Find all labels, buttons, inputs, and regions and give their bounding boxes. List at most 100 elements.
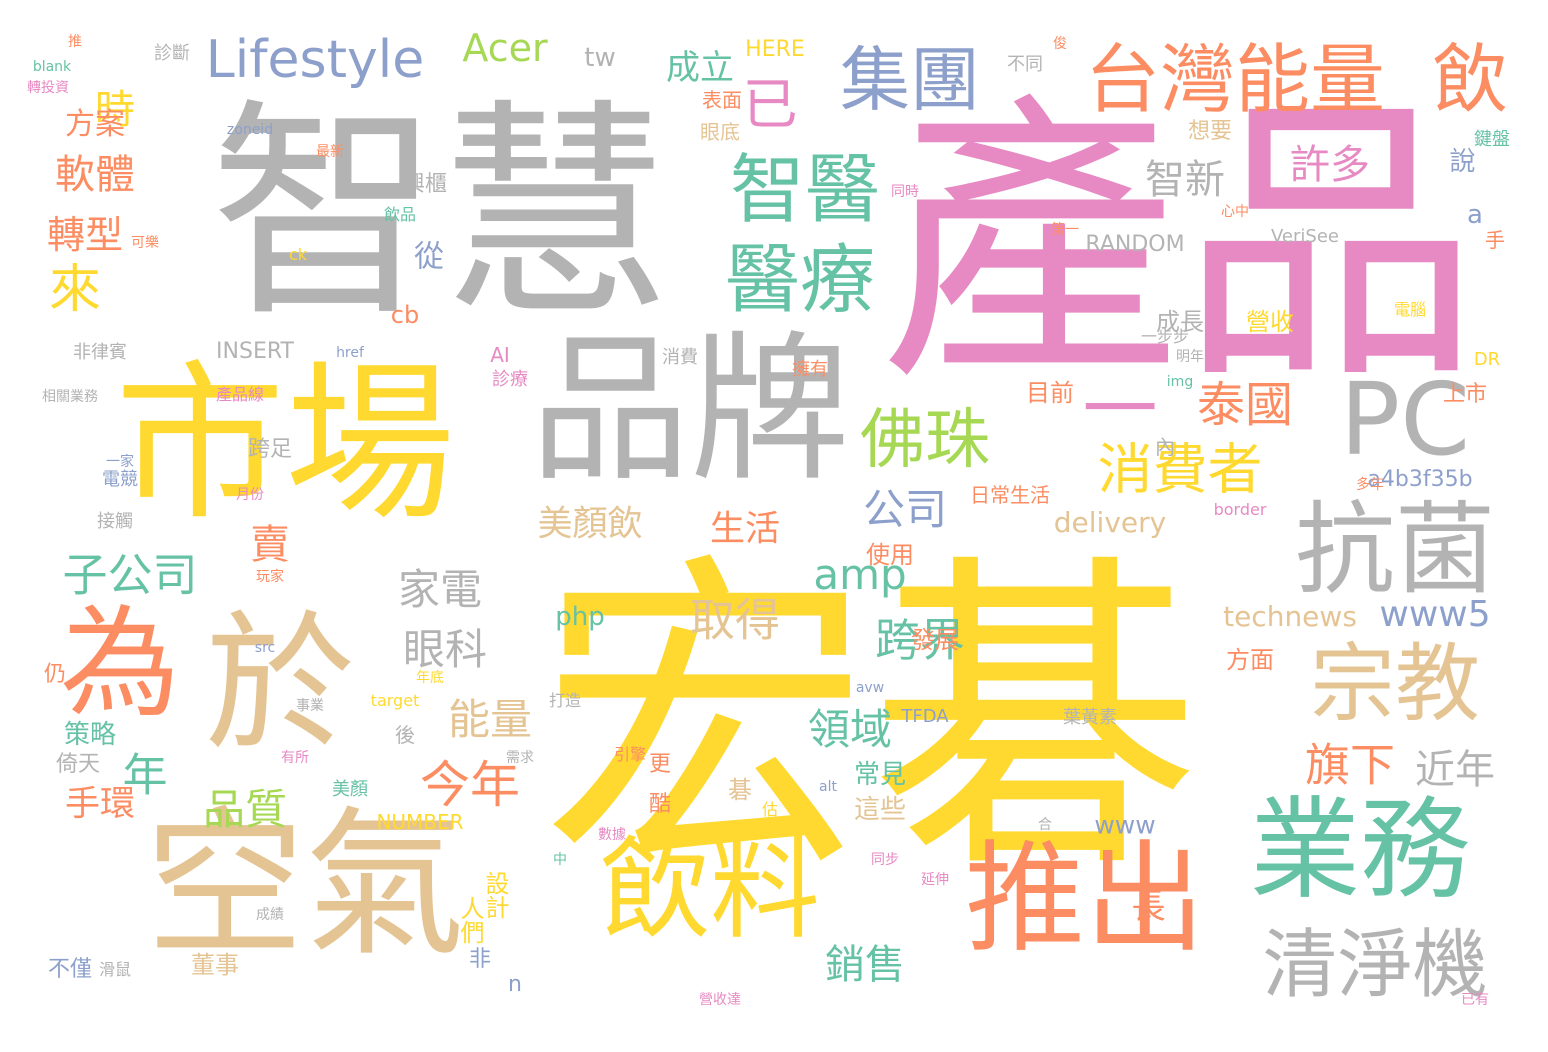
cloud-word: 品牌 bbox=[529, 316, 851, 503]
cloud-word: target bbox=[370, 691, 420, 710]
cloud-word: 成長 bbox=[1156, 308, 1204, 336]
cloud-word: ck bbox=[288, 245, 308, 264]
cloud-word: alt bbox=[819, 779, 837, 795]
cloud-word: 合 bbox=[1038, 817, 1052, 833]
cloud-word: 使用 bbox=[866, 541, 914, 569]
cloud-word: 後 bbox=[395, 723, 415, 747]
cloud-word: 泰國 bbox=[1196, 377, 1294, 433]
cloud-word: 同時 bbox=[891, 184, 919, 200]
cloud-word: 宗教 bbox=[1309, 635, 1481, 735]
cloud-word: Lifestyle bbox=[205, 30, 425, 90]
cloud-word: 子公司 bbox=[62, 548, 198, 602]
cloud-word: zoneid bbox=[226, 122, 274, 138]
cloud-word: 年 bbox=[122, 748, 168, 802]
cloud-word: 非律賓 bbox=[73, 342, 127, 363]
cloud-word: 產品線 bbox=[215, 385, 265, 404]
cloud-word: 已 bbox=[742, 72, 798, 137]
cloud-word: 產品 bbox=[880, 70, 1480, 419]
cloud-word: 相關業務 bbox=[42, 389, 98, 405]
cloud-word: 宏碁 bbox=[540, 528, 1200, 912]
cloud-word: cb bbox=[390, 301, 420, 329]
cloud-word: 滑鼠 bbox=[98, 960, 132, 979]
cloud-word: 旗下 bbox=[1304, 738, 1396, 792]
cloud-word: 方案 bbox=[65, 107, 125, 142]
cloud-word: 策略 bbox=[63, 720, 117, 750]
cloud-word: 時 bbox=[95, 87, 135, 133]
cloud-word: 引擎 bbox=[613, 745, 647, 764]
cloud-word: 營收 bbox=[1246, 308, 1294, 336]
cloud-word: 不同 bbox=[1007, 54, 1043, 75]
cloud-word: VeriSee bbox=[1271, 226, 1339, 247]
cloud-word: 佛珠 bbox=[859, 402, 991, 478]
cloud-word: 軟體 bbox=[55, 152, 135, 198]
cloud-word: 推出 bbox=[965, 830, 1205, 969]
cloud-word: 有所 bbox=[281, 750, 309, 766]
cloud-word: 數據 bbox=[598, 827, 626, 843]
cloud-word: 為 bbox=[60, 595, 180, 734]
cloud-word: 一步步 bbox=[1140, 327, 1190, 346]
cloud-word: 飲品 bbox=[383, 205, 417, 224]
cloud-word: 多年 bbox=[1356, 477, 1384, 493]
cloud-word: 仍 bbox=[43, 662, 67, 687]
cloud-word: 市場 bbox=[114, 346, 456, 544]
cloud-word: Acer bbox=[462, 26, 548, 70]
cloud-word: 取得 bbox=[689, 593, 781, 647]
cloud-word: 日常生活 bbox=[970, 483, 1050, 507]
cloud-word: a4b3f35b bbox=[1367, 467, 1473, 492]
cloud-word: 同步 bbox=[871, 852, 899, 868]
cloud-word: INSERT bbox=[216, 339, 294, 364]
cloud-word: 興櫃 bbox=[402, 172, 448, 197]
cloud-word: 家電 bbox=[397, 565, 483, 614]
cloud-word: 智醫 bbox=[729, 145, 881, 234]
cloud-word: 跨足 bbox=[247, 437, 293, 462]
cloud-word: 俊 bbox=[1053, 36, 1067, 52]
cloud-word: 鍵盤 bbox=[1474, 129, 1510, 150]
cloud-word: 電腦 bbox=[1393, 300, 1427, 319]
cloud-word: 目前 bbox=[1026, 379, 1074, 407]
cloud-word: 品質 bbox=[202, 785, 288, 834]
cloud-word: 玩家 bbox=[256, 569, 284, 585]
cloud-word: 領域 bbox=[807, 705, 893, 754]
cloud-word: 表面 bbox=[702, 88, 742, 112]
cloud-word: 成立 bbox=[666, 48, 734, 88]
cloud-word: 營收達 bbox=[699, 992, 741, 1008]
cloud-word: 酷 bbox=[648, 792, 672, 817]
cloud-word: 人們 bbox=[456, 896, 484, 944]
cloud-word: 非 bbox=[468, 947, 492, 972]
cloud-word: 美顏 bbox=[332, 779, 368, 800]
cloud-word: 中 bbox=[553, 852, 567, 868]
cloud-word: 董事 bbox=[191, 951, 239, 979]
cloud-word: 美顏飲 bbox=[537, 504, 643, 545]
cloud-word: NUMBER bbox=[376, 810, 464, 834]
cloud-word: href bbox=[336, 345, 364, 361]
cloud-word: 碁 bbox=[728, 776, 752, 804]
cloud-word: RANDOM bbox=[1085, 232, 1185, 257]
cloud-word: 來 bbox=[48, 260, 102, 320]
cloud-word: 診斷 bbox=[154, 43, 190, 64]
cloud-word: blank bbox=[32, 59, 72, 75]
cloud-word: 估 bbox=[761, 800, 779, 819]
cloud-word: PC bbox=[1339, 361, 1471, 478]
cloud-word: 發展 bbox=[911, 626, 959, 654]
cloud-word: 設計 bbox=[481, 871, 509, 919]
cloud-word: 今年 bbox=[420, 756, 520, 814]
cloud-word: 方面 bbox=[1226, 646, 1274, 674]
cloud-word: DR bbox=[1473, 349, 1501, 370]
cloud-word: 常見 bbox=[853, 760, 907, 790]
cloud-word: 從 bbox=[408, 240, 443, 270]
cloud-word: 一 bbox=[1082, 365, 1158, 454]
cloud-word: 智慧 bbox=[209, 81, 671, 348]
cloud-word: 飲 bbox=[1432, 35, 1508, 124]
cloud-word: 月份 bbox=[236, 487, 264, 503]
cloud-word: n bbox=[508, 972, 522, 997]
cloud-word: 電競 bbox=[102, 469, 138, 490]
cloud-word: 空氣 bbox=[144, 791, 466, 978]
cloud-word: 明年 bbox=[1176, 349, 1204, 365]
cloud-word: 說 bbox=[1445, 147, 1475, 173]
cloud-word: technews bbox=[1223, 600, 1357, 633]
cloud-word: 延伸 bbox=[921, 872, 949, 888]
cloud-word: 業務 bbox=[1250, 786, 1470, 914]
cloud-word: HERE bbox=[745, 37, 805, 62]
cloud-word: 不僅 bbox=[47, 957, 93, 982]
cloud-word: 飲料 bbox=[600, 826, 820, 954]
